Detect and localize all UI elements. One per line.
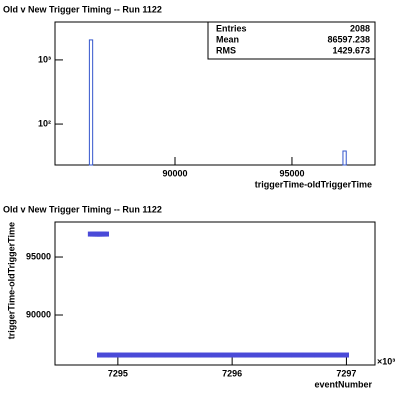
scatter-point xyxy=(142,352,155,358)
chart-title: Old v New Trigger Timing -- Run 1122 xyxy=(3,4,162,14)
x-tick-label: 90000 xyxy=(162,168,187,178)
scatter-point xyxy=(188,352,201,358)
scatter-point xyxy=(234,352,247,358)
scatter-point xyxy=(97,231,109,237)
scatter-point xyxy=(279,352,292,358)
x-tick-label: 7297 xyxy=(336,368,356,378)
scatter-point xyxy=(325,352,338,358)
stats-label: Mean xyxy=(216,34,239,44)
scatter-point xyxy=(257,352,269,358)
y-tick-label: 10² xyxy=(38,118,51,128)
x-tick-label: 7295 xyxy=(108,368,128,378)
scatter-point xyxy=(165,352,178,358)
scatter-point xyxy=(131,352,144,358)
plot-frame xyxy=(54,221,376,366)
y-tick-label: 90000 xyxy=(26,309,51,319)
scatter-point xyxy=(119,352,132,358)
x-tick-label: 7296 xyxy=(222,368,242,378)
scatter-point xyxy=(108,352,121,358)
chart-title: Old v New Trigger Timing -- Run 1122 xyxy=(3,204,162,214)
stats-value: 2088 xyxy=(350,23,370,33)
scatter-point xyxy=(291,352,304,358)
y-axis-label: triggerTime-oldTriggerTime xyxy=(6,222,16,339)
y-tick-label: 10³ xyxy=(38,54,51,64)
scatter-point xyxy=(302,352,315,358)
scatter-point xyxy=(97,352,109,358)
histogram-bar xyxy=(342,150,347,166)
histogram-bar xyxy=(88,39,94,166)
stats-box xyxy=(207,21,376,60)
stats-label: Entries xyxy=(216,23,247,33)
stats-value: 1429.673 xyxy=(332,45,370,55)
scatter-point xyxy=(314,352,327,358)
scatter-point xyxy=(199,352,212,358)
x-tick-label: 95000 xyxy=(279,168,304,178)
scatter-point xyxy=(337,352,349,358)
x-axis-label: eventNumber xyxy=(314,379,372,389)
scatter-point xyxy=(211,352,224,358)
stats-value: 86597.238 xyxy=(327,34,370,44)
scatter-point xyxy=(154,352,167,358)
scatter-point xyxy=(245,352,258,358)
x-axis-label: triggerTime-oldTriggerTime xyxy=(255,179,372,189)
y-tick-label: 95000 xyxy=(26,251,51,261)
x-exponent-label: ×10³ xyxy=(377,356,395,366)
scatter-point xyxy=(268,352,281,358)
stats-label: RMS xyxy=(216,45,236,55)
scatter-point xyxy=(177,352,189,358)
scatter-point xyxy=(222,352,235,358)
